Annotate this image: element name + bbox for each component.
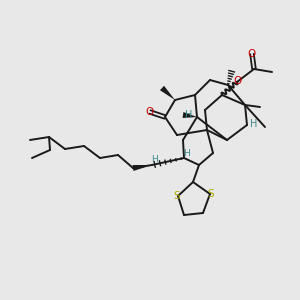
Text: O: O — [146, 107, 154, 117]
Text: S: S — [208, 189, 214, 199]
Text: H: H — [250, 119, 258, 129]
Text: O: O — [247, 49, 255, 59]
Text: H: H — [183, 148, 189, 158]
Text: O: O — [234, 76, 242, 86]
Text: H: H — [151, 155, 158, 164]
Polygon shape — [160, 86, 175, 100]
Text: S: S — [174, 191, 180, 201]
Polygon shape — [183, 112, 197, 118]
Text: H: H — [185, 110, 193, 120]
Polygon shape — [133, 165, 152, 171]
